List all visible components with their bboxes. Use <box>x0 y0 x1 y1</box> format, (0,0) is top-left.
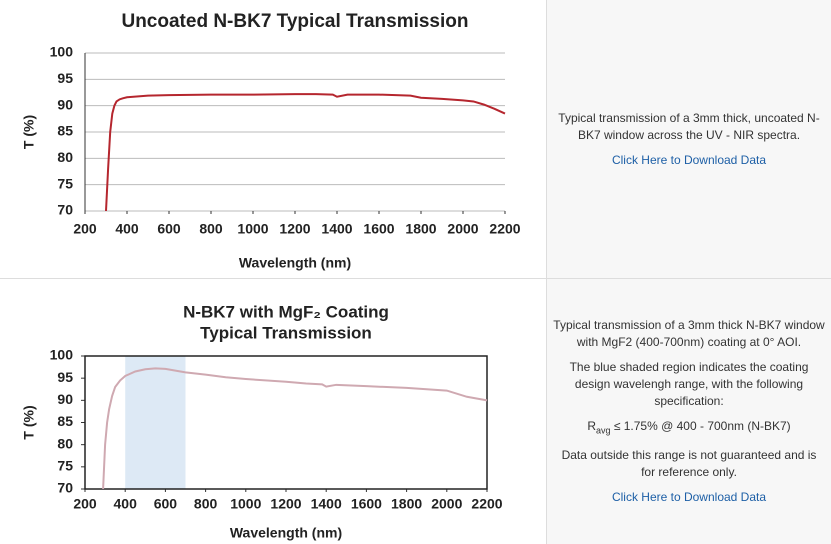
y-tick-label: 100 <box>50 347 74 363</box>
x-tick-label: 200 <box>73 496 97 512</box>
description: Typical transmission of a 3mm thick, unc… <box>547 0 831 278</box>
x-tick-label: 1000 <box>237 221 268 237</box>
y-tick-label: 75 <box>57 458 73 474</box>
x-tick-label: 1200 <box>270 496 301 512</box>
y-tick-label: 70 <box>57 480 73 496</box>
y-tick-label: 80 <box>57 435 73 451</box>
chart: N-BK7 with MgF₂ Coating Typical Transmiss… <box>21 302 503 541</box>
x-tick-label: 200 <box>73 221 97 237</box>
x-tick-label: 400 <box>115 221 139 237</box>
spec: Ravg ≤ 1.75% @ 400 - 700nm (N-BK7) <box>553 418 825 439</box>
x-tick-label: 800 <box>199 221 223 237</box>
x-tick-label: 800 <box>194 496 218 512</box>
chart: Uncoated N-BK7 Typical Transmission 70 75 8… <box>21 11 521 271</box>
line <box>105 93 506 212</box>
spec-text: ≤ 1.75% @ 400 - 700nm (N-BK7) <box>610 418 791 433</box>
x-tick-label: 1600 <box>363 221 394 237</box>
x-tick-label: 1600 <box>351 496 382 512</box>
x-tick-label: 1000 <box>230 496 261 512</box>
chart-title: Uncoated N-BK7 Typical Transmission <box>121 11 468 32</box>
x-axis-label: Wavelength (nm) <box>230 525 342 541</box>
spec-subscript: avg <box>595 425 611 436</box>
x-tick-label: 600 <box>157 221 181 237</box>
note: Data outside this range is not guarantee… <box>561 448 817 480</box>
y-tick-label: 85 <box>57 123 73 139</box>
y-tick-label: 80 <box>57 149 73 165</box>
chart-title: Typical Transmission <box>200 323 372 342</box>
description-text: The blue shaded region indicates the coa… <box>569 359 809 408</box>
x-tick-label: 400 <box>114 496 138 512</box>
y-tick-label: 100 <box>50 44 74 60</box>
shaded-range <box>125 356 186 489</box>
x-tick-label: 1800 <box>405 221 436 237</box>
y-tick-label: 75 <box>57 175 73 191</box>
x-axis-label: Wavelength (nm) <box>239 255 351 271</box>
line <box>102 367 488 490</box>
divider <box>0 278 831 279</box>
description-text: Typical transmission of a 3mm thick, unc… <box>558 110 820 142</box>
y-tick-label: 70 <box>57 202 73 218</box>
description-text: Typical transmission of a 3mm thick N-BK… <box>553 317 825 349</box>
y-tick-label: 85 <box>57 413 73 429</box>
spec-symbol: R <box>587 418 596 433</box>
y-axis-label: T (%) <box>21 115 37 149</box>
x-tick-label: 1400 <box>311 496 342 512</box>
y-tick-label: 95 <box>57 70 73 86</box>
x-tick-label: 2000 <box>447 221 478 237</box>
x-tick-label: 2200 <box>471 496 502 512</box>
y-tick-label: 95 <box>57 369 73 385</box>
x-tick-label: 2200 <box>489 221 520 237</box>
description: Typical transmission of a 3mm thick N-BK… <box>547 279 831 544</box>
y-tick-label: 90 <box>57 391 73 407</box>
y-tick-label: 90 <box>57 96 73 112</box>
download-link[interactable]: Click Here to Download Data <box>611 490 767 505</box>
x-tick-label: 2000 <box>431 496 462 512</box>
x-tick-label: 1200 <box>279 221 310 237</box>
x-tick-label: 600 <box>154 496 178 512</box>
x-tick-label: 1800 <box>391 496 422 512</box>
divider <box>546 0 547 544</box>
x-tick-label: 1400 <box>321 221 352 237</box>
y-axis-label: T (%) <box>21 405 37 439</box>
chart-title: N-BK7 with MgF₂ Coating <box>183 302 389 321</box>
plot-frame <box>84 355 488 490</box>
download-link[interactable]: Click Here to Download Data <box>611 152 767 167</box>
